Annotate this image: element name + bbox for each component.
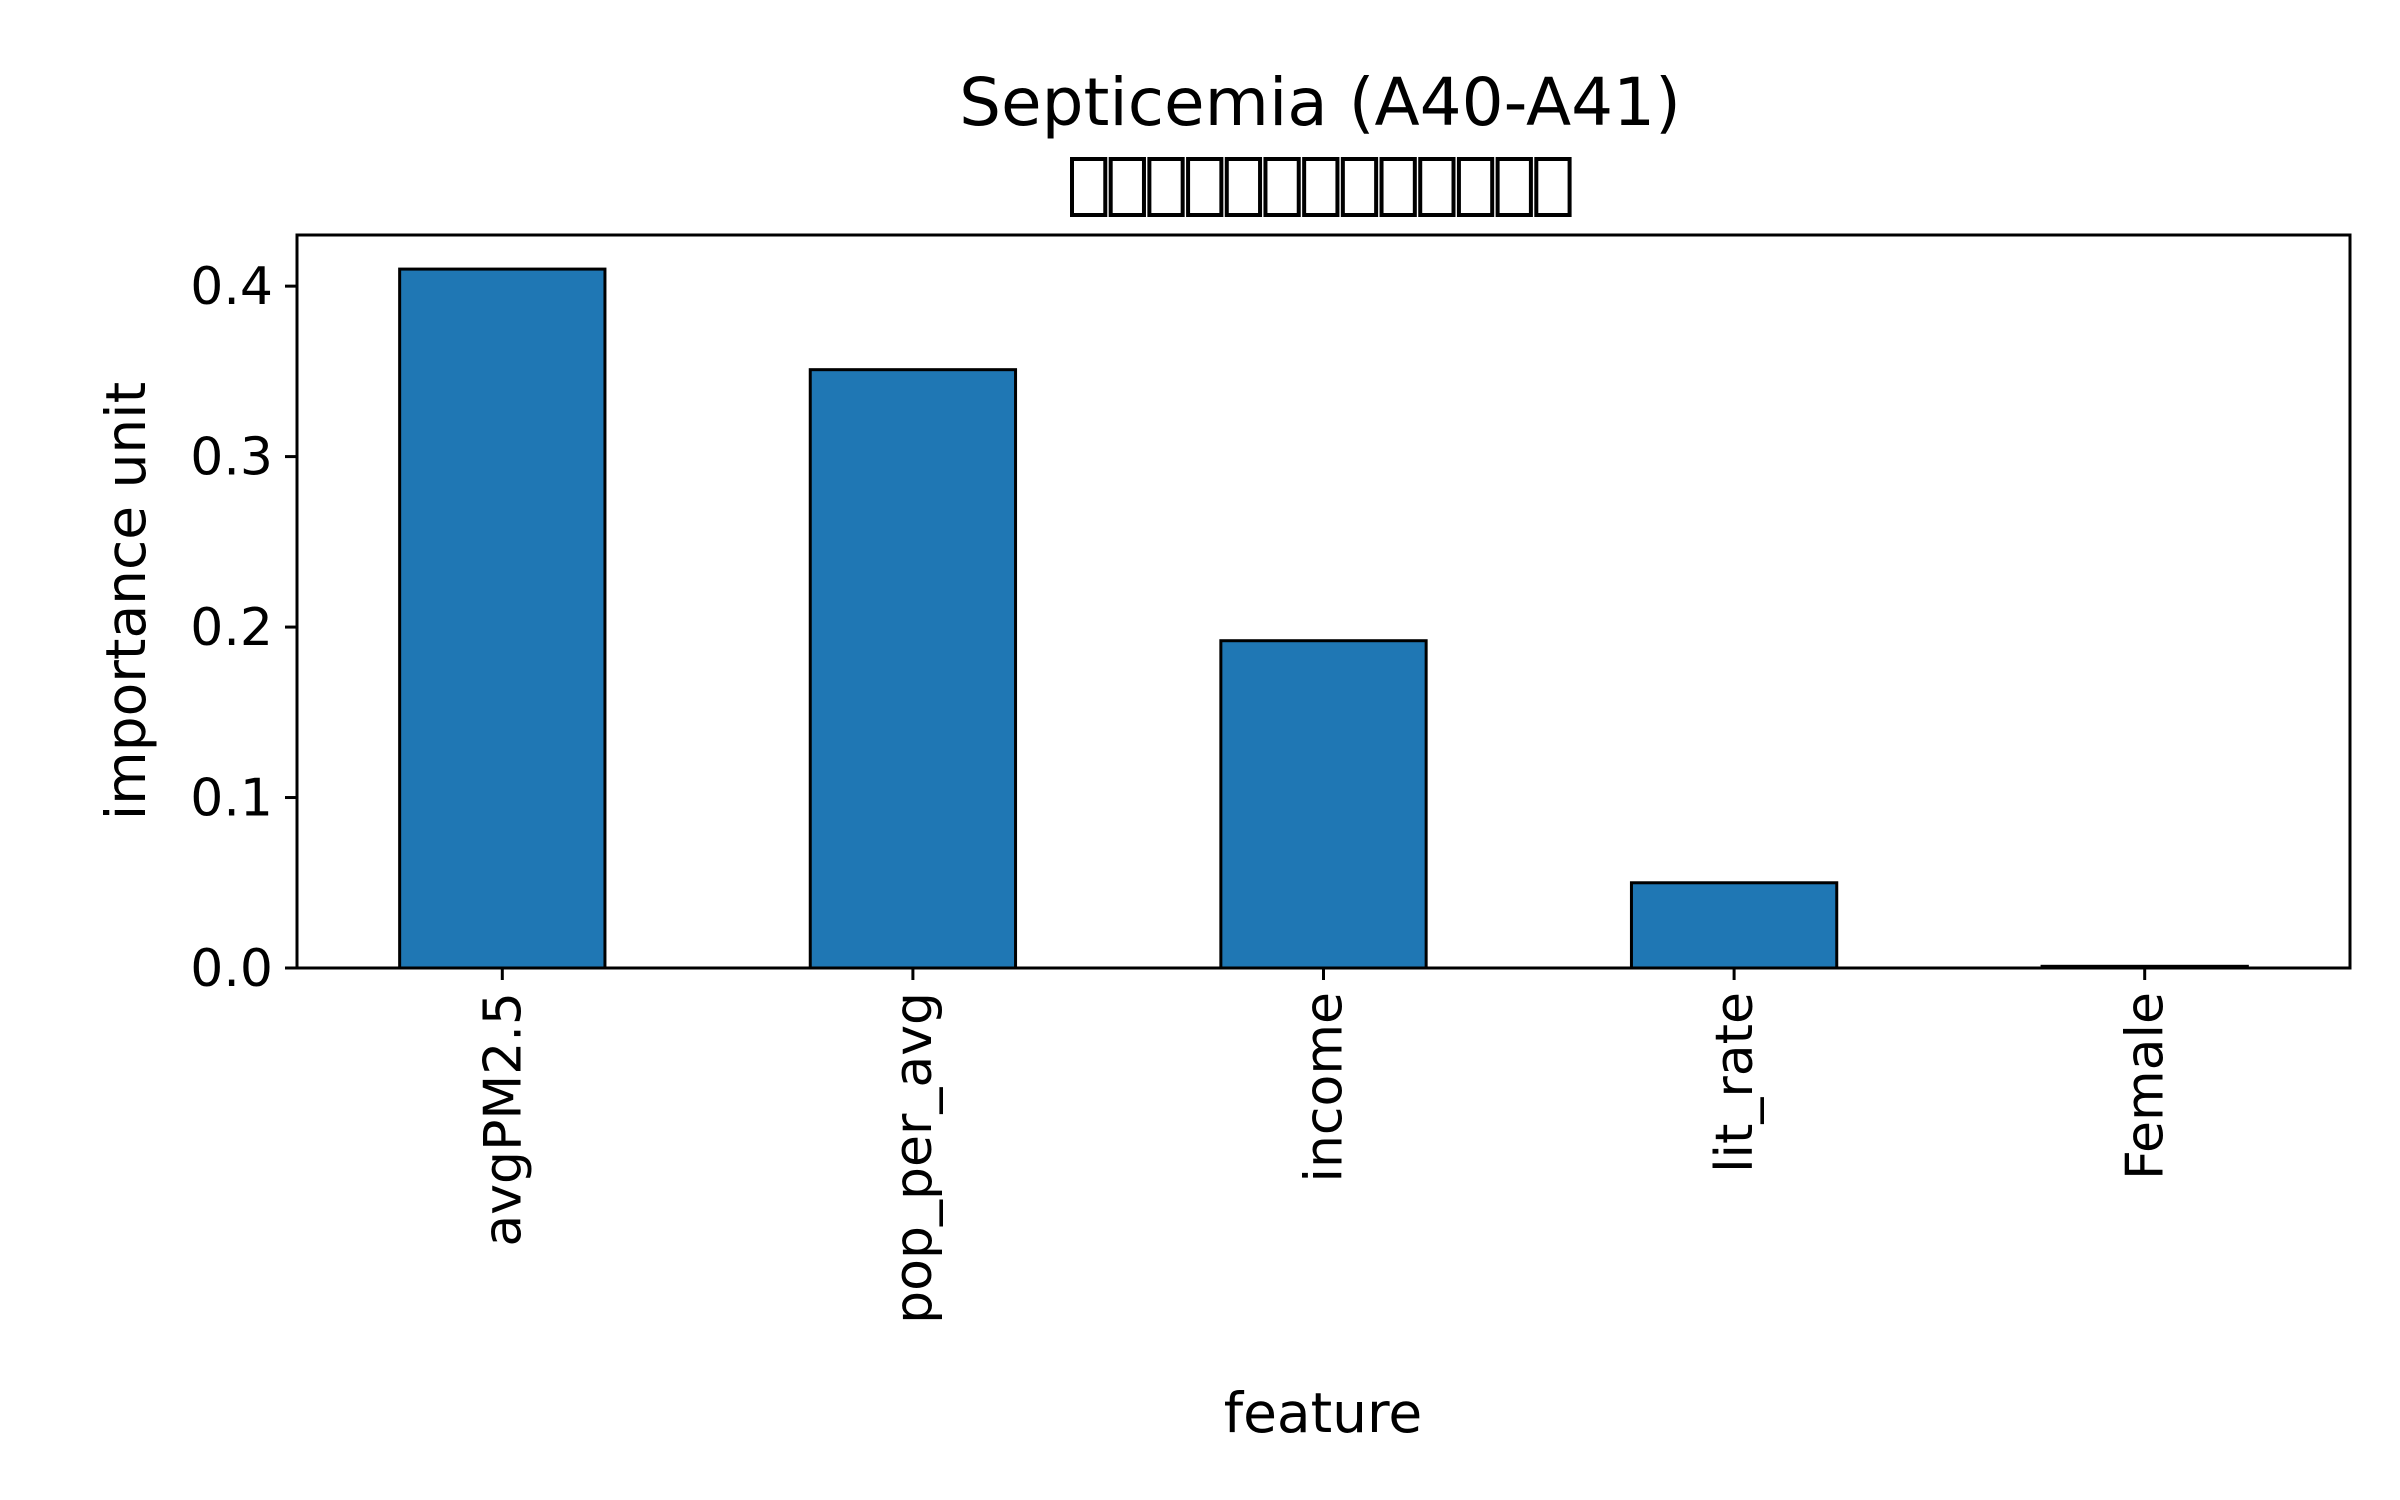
x-tick-label-2: income (1295, 992, 1355, 1182)
x-tick-label-3: lit_rate (1705, 992, 1765, 1173)
subtitle-glyph-box-8 (1379, 157, 1417, 217)
bar-2 (1219, 639, 1428, 970)
y-tick-label-4: 0.4 (190, 257, 273, 317)
subtitle-glyph-box-7 (1340, 157, 1379, 217)
bar-series (398, 267, 2249, 970)
subtitle-glyph-box-11 (1495, 157, 1533, 217)
subtitle-glyph-box-12 (1534, 157, 1572, 217)
plot-area-frame (295, 233, 2352, 970)
y-tick-label-0: 0.0 (190, 939, 273, 999)
bar-3 (1629, 881, 1839, 970)
y-axis-label: importance unit (94, 382, 158, 820)
y-tick-label-1: 0.1 (190, 769, 273, 829)
subtitle-glyph-box-5 (1263, 157, 1301, 217)
x-tick-label-0: avgPM2.5 (473, 992, 533, 1247)
chart-subtitle-missing-glyphs (1070, 157, 1572, 217)
chart-title: Septicemia (A40-A41) (959, 64, 1681, 141)
bar-1 (808, 368, 1018, 970)
x-axis-ticks: avgPM2.5 pop_per_avg income lit_rate Female (473, 968, 2176, 1324)
x-tick-label-4: Female (2116, 992, 2176, 1180)
subtitle-glyph-box-0 (1070, 157, 1108, 217)
y-tick-label-3: 0.3 (190, 428, 273, 488)
y-tick-label-2: 0.2 (190, 598, 273, 658)
subtitle-glyph-box-9 (1418, 157, 1456, 217)
subtitle-glyph-box-4 (1224, 157, 1263, 217)
subtitle-glyph-box-10 (1456, 157, 1495, 217)
bar-0 (398, 267, 607, 970)
subtitle-glyph-box-2 (1147, 157, 1185, 217)
x-axis-label: feature (1224, 1381, 1423, 1445)
subtitle-glyph-box-3 (1186, 157, 1224, 217)
subtitle-glyph-box-1 (1108, 157, 1146, 217)
subtitle-glyph-box-6 (1302, 157, 1340, 217)
y-axis-ticks: 0.0 0.1 0.2 0.3 0.4 (190, 257, 297, 999)
x-tick-label-1: pop_per_avg (884, 992, 944, 1324)
